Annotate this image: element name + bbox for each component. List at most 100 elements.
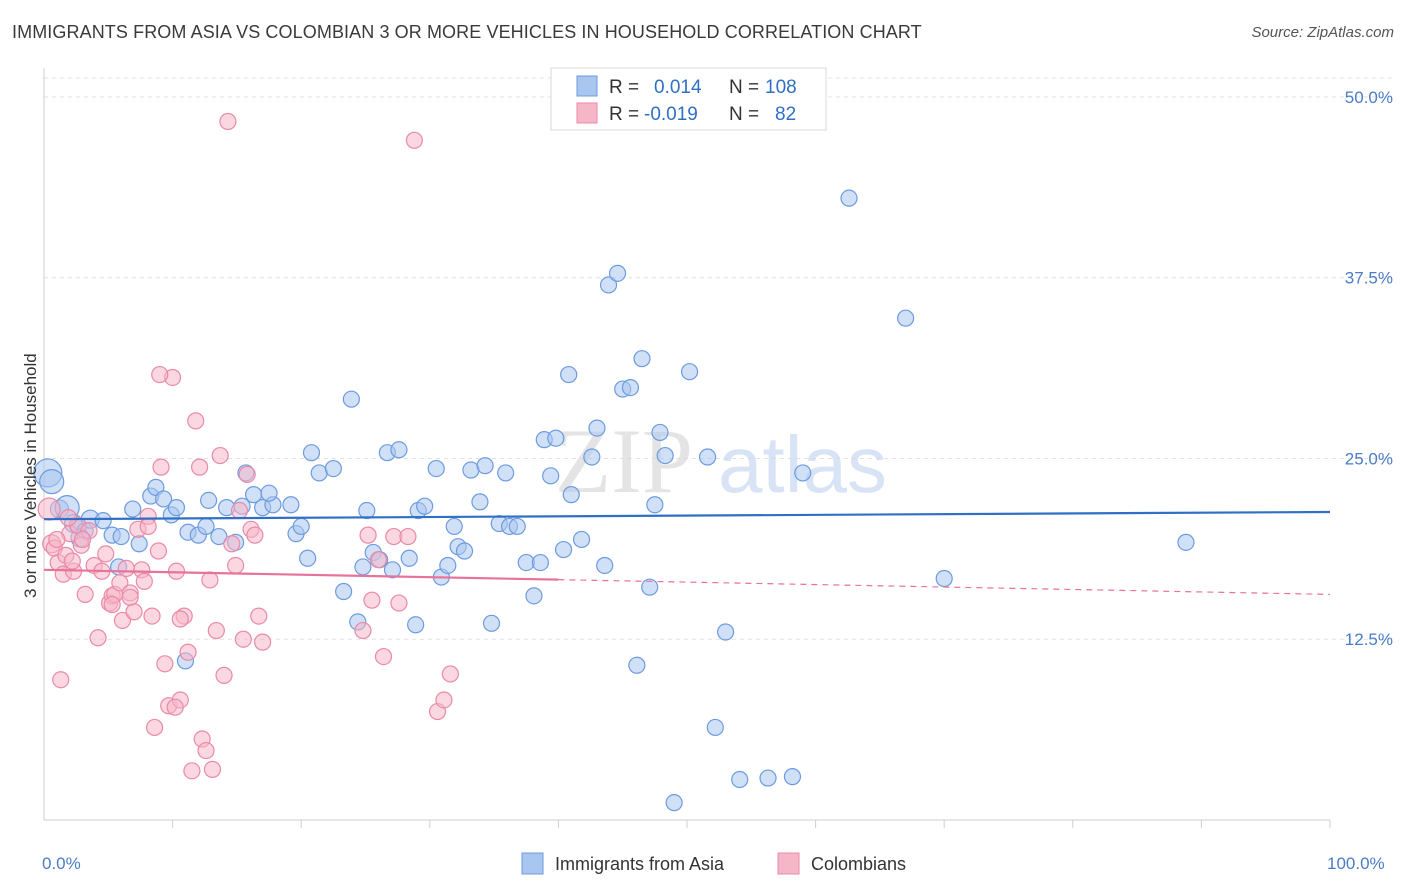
point-colombians bbox=[223, 535, 241, 553]
point-immigrants-from-asia bbox=[39, 469, 65, 495]
point-colombians bbox=[374, 647, 393, 666]
y-tick-labels: 12.5% 25.0% 37.5% 50.0% bbox=[1345, 88, 1393, 649]
point-immigrants-from-asia bbox=[897, 309, 915, 327]
legend-n-label-colombians: N = bbox=[729, 104, 759, 125]
trend-line-colombians-dashed bbox=[558, 579, 1331, 595]
point-immigrants-from-asia bbox=[783, 768, 802, 786]
point-immigrants-from-asia bbox=[840, 189, 858, 207]
point-immigrants-from-asia bbox=[400, 549, 418, 567]
point-colombians bbox=[156, 655, 174, 673]
point-colombians bbox=[76, 585, 94, 604]
point-immigrants-from-asia bbox=[1177, 533, 1195, 551]
y-tick-label: 12.5% bbox=[1345, 630, 1393, 649]
point-immigrants-from-asia bbox=[608, 264, 627, 282]
point-immigrants-from-asia bbox=[342, 390, 360, 408]
point-immigrants-from-asia bbox=[935, 569, 953, 588]
point-immigrants-from-asia bbox=[390, 441, 408, 459]
point-colombians bbox=[63, 552, 81, 570]
top-legend: R = 0.014 N = 108 R = -0.019 N = 82 bbox=[550, 67, 827, 131]
point-colombians bbox=[405, 131, 423, 149]
point-colombians bbox=[201, 571, 219, 589]
legend-r-label-colombians: R = bbox=[609, 104, 639, 125]
point-immigrants-from-asia bbox=[562, 486, 580, 504]
point-immigrants-from-asia bbox=[554, 540, 573, 559]
point-colombians bbox=[211, 446, 229, 465]
point-immigrants-from-asia bbox=[471, 493, 489, 511]
point-immigrants-from-asia bbox=[641, 578, 659, 596]
point-immigrants-from-asia bbox=[130, 535, 148, 553]
legend-swatch-asia bbox=[576, 75, 598, 97]
point-colombians bbox=[369, 551, 387, 569]
point-colombians bbox=[125, 603, 143, 621]
point-immigrants-from-asia bbox=[547, 429, 565, 447]
point-immigrants-from-asia bbox=[324, 459, 342, 478]
point-colombians bbox=[191, 458, 209, 476]
point-immigrants-from-asia bbox=[759, 769, 777, 787]
point-colombians bbox=[151, 365, 169, 384]
point-immigrants-from-asia bbox=[596, 556, 614, 575]
point-immigrants-from-asia bbox=[416, 497, 434, 515]
point-immigrants-from-asia bbox=[299, 549, 317, 567]
point-colombians bbox=[145, 718, 164, 737]
point-immigrants-from-asia bbox=[439, 556, 457, 575]
point-immigrants-from-asia bbox=[599, 276, 618, 294]
point-colombians bbox=[73, 530, 92, 549]
point-colombians bbox=[135, 572, 153, 590]
point-colombians bbox=[89, 629, 107, 647]
bottom-legend-swatch-asia bbox=[521, 852, 544, 875]
point-immigrants-from-asia bbox=[260, 484, 278, 502]
point-immigrants-from-asia bbox=[167, 499, 186, 517]
point-colombians bbox=[37, 497, 61, 521]
bottom-legend-label-colombians: Colombians bbox=[811, 854, 906, 874]
point-colombians bbox=[52, 671, 70, 689]
point-colombians bbox=[441, 665, 459, 683]
point-colombians bbox=[215, 666, 233, 684]
point-colombians bbox=[246, 526, 264, 544]
point-colombians bbox=[219, 112, 237, 131]
point-immigrants-from-asia bbox=[508, 517, 526, 536]
point-colombians bbox=[363, 591, 381, 609]
point-immigrants-from-asia bbox=[698, 448, 717, 466]
point-immigrants-from-asia bbox=[731, 770, 749, 789]
point-colombians bbox=[207, 621, 225, 640]
bottom-legend: Immigrants from Asia Colombians bbox=[521, 852, 906, 875]
point-immigrants-from-asia bbox=[476, 457, 494, 475]
point-colombians bbox=[117, 559, 135, 577]
point-immigrants-from-asia bbox=[310, 464, 328, 482]
point-immigrants-from-asia bbox=[665, 794, 683, 812]
point-immigrants-from-asia bbox=[716, 623, 735, 641]
x-ticks bbox=[172, 820, 1331, 828]
legend-n-value-asia: 108 bbox=[765, 77, 797, 98]
point-immigrants-from-asia bbox=[621, 379, 640, 397]
point-colombians bbox=[48, 530, 66, 549]
point-immigrants-from-asia bbox=[335, 582, 353, 601]
trend-line-colombians-solid bbox=[43, 568, 559, 581]
source-label: Source: ZipAtlas.com bbox=[1251, 24, 1394, 41]
point-colombians bbox=[227, 556, 245, 575]
point-colombians bbox=[111, 574, 129, 592]
point-colombians bbox=[435, 691, 453, 709]
point-colombians bbox=[230, 501, 249, 520]
point-immigrants-from-asia bbox=[354, 558, 372, 576]
point-colombians bbox=[149, 542, 168, 560]
point-colombians bbox=[166, 698, 184, 716]
point-immigrants-from-asia bbox=[633, 350, 651, 368]
point-colombians bbox=[139, 517, 157, 536]
y-axis-label: 3 or more Vehicles in Household bbox=[21, 353, 40, 598]
point-colombians bbox=[359, 526, 377, 544]
point-colombians bbox=[179, 643, 197, 661]
point-immigrants-from-asia bbox=[706, 718, 724, 737]
point-colombians bbox=[103, 595, 121, 614]
point-colombians bbox=[152, 458, 170, 476]
point-immigrants-from-asia bbox=[407, 616, 425, 634]
point-immigrants-from-asia bbox=[302, 444, 321, 462]
y-tick-label: 50.0% bbox=[1345, 88, 1393, 107]
point-colombians bbox=[183, 762, 201, 780]
point-immigrants-from-asia bbox=[542, 467, 560, 485]
point-immigrants-from-asia bbox=[651, 423, 669, 442]
point-colombians bbox=[171, 610, 189, 628]
point-immigrants-from-asia bbox=[497, 464, 515, 482]
point-immigrants-from-asia bbox=[588, 419, 606, 437]
legend-n-label-asia: N = bbox=[729, 77, 759, 98]
